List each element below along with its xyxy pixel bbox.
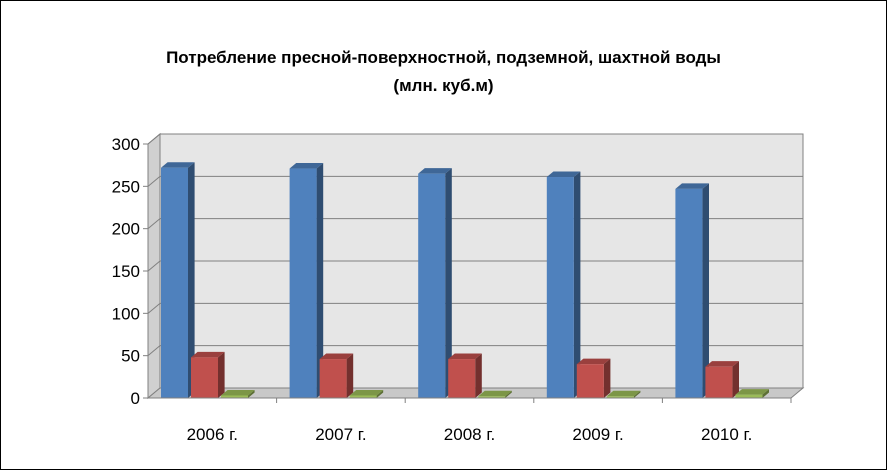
bar-front (606, 396, 634, 398)
bar-front (191, 357, 218, 398)
bar (606, 390, 641, 398)
bar-top (546, 171, 581, 178)
bar-side (316, 163, 324, 398)
chart-title-line: Потребление пресной-поверхностной, подзе… (166, 48, 721, 67)
bar-side (218, 351, 225, 398)
bar (546, 171, 581, 398)
bar (448, 353, 482, 398)
bar-top (735, 389, 769, 395)
bar-front (705, 366, 733, 398)
gridline-side (147, 218, 161, 230)
bar (675, 183, 709, 398)
x-tick-label: 2007 г. (315, 425, 366, 444)
y-tick-label: 0 (131, 389, 140, 408)
bar-front (448, 359, 476, 398)
bar-front (349, 395, 377, 398)
bar-side (732, 361, 739, 398)
bar (576, 358, 611, 398)
x-tick-label: 2008 г. (444, 425, 495, 444)
bar-front (735, 394, 763, 398)
y-tick-label: 300 (112, 135, 140, 154)
bar (705, 361, 739, 398)
bar-front (418, 173, 446, 398)
bar-side (445, 168, 452, 398)
bar-front (576, 364, 604, 398)
bar-front (675, 188, 703, 398)
tick-labels: 0 50 100 150 200 250 300 2006 г. 2007 г. 2008 г. 2… (112, 135, 753, 444)
y-tick-label: 200 (112, 220, 140, 239)
x-tick-label: 2006 г. (187, 425, 238, 444)
bar-top (705, 361, 739, 367)
bar-top (448, 353, 482, 360)
bar-top (675, 183, 709, 189)
bar-top (576, 358, 611, 365)
bar (478, 390, 512, 398)
bar-side (376, 389, 384, 398)
bar-front (319, 359, 347, 398)
bar-side (248, 389, 255, 398)
chart-subtitle: (млн. куб.м) (393, 76, 494, 95)
bar-front (478, 396, 506, 398)
y-tick-label: 50 (121, 347, 140, 366)
x-tick-label: 2009 г. (572, 425, 623, 444)
gridline-side (147, 302, 161, 314)
gridline-side (147, 175, 161, 187)
bar-front (161, 167, 188, 398)
bar-side (505, 390, 512, 398)
bar (161, 162, 195, 398)
bar-front (221, 395, 248, 398)
bar (319, 353, 354, 398)
bar (349, 389, 384, 398)
bar-top (161, 162, 195, 168)
bar-side (346, 353, 354, 398)
axes (143, 143, 792, 403)
bar-top (319, 353, 354, 360)
bar-side (633, 390, 641, 398)
bar-top (606, 390, 641, 397)
x-tick-label: 2010 г. (701, 425, 752, 444)
bar-front (546, 177, 574, 398)
y-tick-label: 150 (112, 262, 140, 281)
gridline-side (147, 133, 161, 145)
gridline-side (147, 345, 161, 357)
bar-side (702, 183, 709, 398)
y-tick-label: 100 (112, 304, 140, 323)
bar (735, 389, 769, 398)
y-tick-label: 250 (112, 177, 140, 196)
bar-front (289, 168, 317, 398)
bars (161, 162, 769, 398)
bar-top (221, 389, 255, 396)
bar-side (475, 353, 482, 398)
bar-side (573, 171, 581, 398)
bar-top (191, 351, 225, 358)
bar-top (418, 168, 452, 174)
bar-side (188, 162, 195, 398)
bar-side (762, 389, 769, 398)
bar-top (289, 163, 324, 169)
chart-title: Потребление пресной-поверхностной, подзе… (0, 44, 887, 100)
gridline-side (147, 260, 161, 272)
bar-side (603, 358, 611, 398)
bar (418, 168, 452, 398)
bar-top (349, 389, 384, 396)
bar-top (478, 390, 512, 397)
bar (221, 389, 255, 398)
bar (289, 163, 324, 398)
bar (191, 351, 225, 398)
